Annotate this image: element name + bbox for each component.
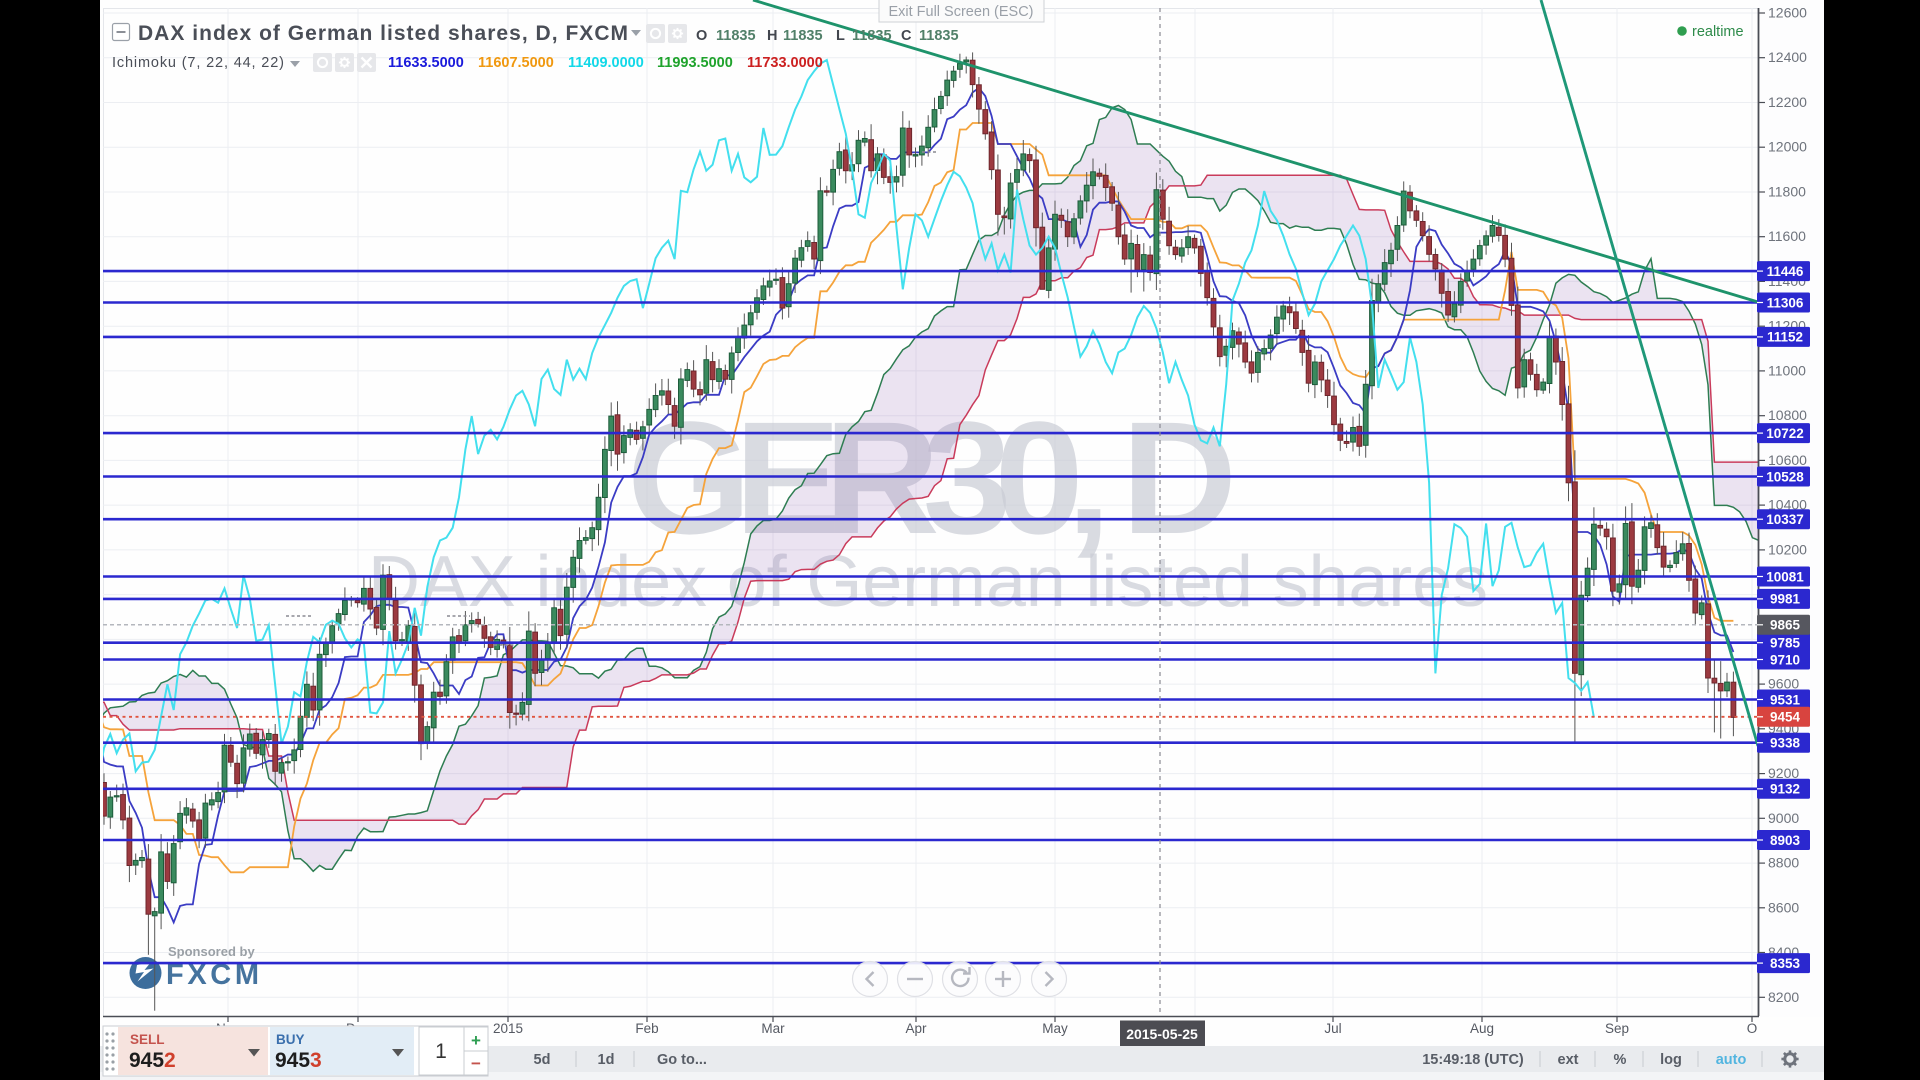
- svg-text:Apr: Apr: [905, 1021, 927, 1036]
- svg-text:2015: 2015: [493, 1021, 523, 1036]
- svg-text:9865: 9865: [1770, 618, 1801, 633]
- svg-text:10528: 10528: [1766, 469, 1804, 484]
- svg-text:11633.5000: 11633.5000: [388, 55, 464, 71]
- svg-text:11000: 11000: [1768, 362, 1806, 378]
- svg-text:Exit Full Screen (ESC): Exit Full Screen (ESC): [888, 4, 1033, 20]
- svg-text:9785: 9785: [1770, 636, 1801, 651]
- svg-text:BUY: BUY: [276, 1032, 305, 1047]
- svg-text:1d: 1d: [598, 1052, 615, 1068]
- svg-text:10800: 10800: [1768, 407, 1807, 423]
- svg-text:Jul: Jul: [1324, 1021, 1341, 1036]
- svg-text:%: %: [1614, 1052, 1627, 1068]
- svg-text:9000: 9000: [1768, 810, 1799, 826]
- svg-text:ext: ext: [1558, 1052, 1579, 1068]
- svg-text:5d: 5d: [534, 1052, 551, 1068]
- svg-text:9453: 9453: [275, 1049, 322, 1072]
- svg-text:Go to...: Go to...: [657, 1052, 707, 1068]
- svg-text:H: H: [767, 28, 777, 44]
- svg-text:12200: 12200: [1768, 94, 1807, 110]
- svg-text:15:49:18 (UTC): 15:49:18 (UTC): [1422, 1052, 1524, 1068]
- svg-text:11835: 11835: [783, 28, 823, 44]
- svg-text:O: O: [1747, 1021, 1758, 1036]
- svg-text:O: O: [696, 28, 707, 44]
- svg-text:12600: 12600: [1768, 5, 1807, 21]
- svg-text:10200: 10200: [1768, 541, 1807, 557]
- svg-text:9132: 9132: [1770, 782, 1800, 797]
- svg-text:12000: 12000: [1768, 139, 1807, 155]
- svg-text:Mar: Mar: [761, 1021, 785, 1036]
- svg-text:9454: 9454: [1770, 710, 1801, 725]
- svg-text:11993.5000: 11993.5000: [657, 55, 733, 71]
- svg-text:Sep: Sep: [1605, 1021, 1629, 1036]
- svg-text:9338: 9338: [1770, 736, 1801, 751]
- svg-text:10337: 10337: [1766, 512, 1804, 527]
- svg-text:auto: auto: [1716, 1052, 1747, 1068]
- svg-text:May: May: [1042, 1021, 1068, 1036]
- svg-text:9981: 9981: [1770, 592, 1801, 607]
- svg-text:11409.0000: 11409.0000: [568, 55, 644, 71]
- svg-text:9531: 9531: [1770, 692, 1801, 707]
- svg-text:SELL: SELL: [130, 1032, 165, 1047]
- svg-text:11835: 11835: [852, 28, 892, 44]
- svg-text:realtime: realtime: [1692, 24, 1744, 40]
- svg-text:Feb: Feb: [635, 1021, 658, 1036]
- svg-text:C: C: [901, 28, 912, 44]
- svg-text:8200: 8200: [1768, 989, 1799, 1005]
- svg-text:8600: 8600: [1768, 899, 1799, 915]
- svg-text:9452: 9452: [129, 1049, 176, 1072]
- svg-text:Ichimoku (7, 22, 44, 22): Ichimoku (7, 22, 44, 22): [112, 55, 284, 71]
- svg-text:Sponsored by: Sponsored by: [168, 944, 255, 959]
- svg-text:11800: 11800: [1768, 184, 1806, 200]
- svg-text:11446: 11446: [1767, 264, 1804, 279]
- svg-text:11733.0000: 11733.0000: [747, 55, 823, 71]
- svg-text:11600: 11600: [1768, 228, 1806, 244]
- svg-text:11306: 11306: [1767, 295, 1804, 310]
- svg-text:11835: 11835: [716, 28, 756, 44]
- svg-text:9710: 9710: [1770, 652, 1800, 667]
- svg-text:11152: 11152: [1767, 330, 1803, 345]
- svg-text:Aug: Aug: [1470, 1021, 1494, 1036]
- svg-text:11607.5000: 11607.5000: [478, 55, 554, 71]
- svg-text:DAX index of German listed sha: DAX index of German listed shares, D, FX…: [138, 22, 628, 45]
- svg-text:8903: 8903: [1770, 833, 1801, 848]
- svg-text:L: L: [836, 28, 845, 44]
- svg-text:DAX index of German listed sha: DAX index of German listed shares: [368, 542, 1488, 622]
- svg-text:−: −: [471, 1054, 481, 1073]
- svg-text:10600: 10600: [1768, 452, 1807, 468]
- svg-text:log: log: [1660, 1052, 1682, 1068]
- svg-text:9200: 9200: [1768, 765, 1799, 781]
- svg-text:12400: 12400: [1768, 49, 1807, 65]
- svg-text:8800: 8800: [1768, 855, 1799, 871]
- svg-text:+: +: [471, 1031, 481, 1050]
- svg-text:10400: 10400: [1768, 497, 1807, 513]
- svg-text:10081: 10081: [1766, 569, 1804, 584]
- svg-text:11835: 11835: [919, 28, 959, 44]
- svg-text:2015-05-25: 2015-05-25: [1126, 1026, 1198, 1042]
- svg-text:1: 1: [435, 1040, 447, 1063]
- svg-text:8353: 8353: [1770, 956, 1801, 971]
- svg-text:10722: 10722: [1766, 426, 1804, 441]
- svg-text:9600: 9600: [1768, 676, 1799, 692]
